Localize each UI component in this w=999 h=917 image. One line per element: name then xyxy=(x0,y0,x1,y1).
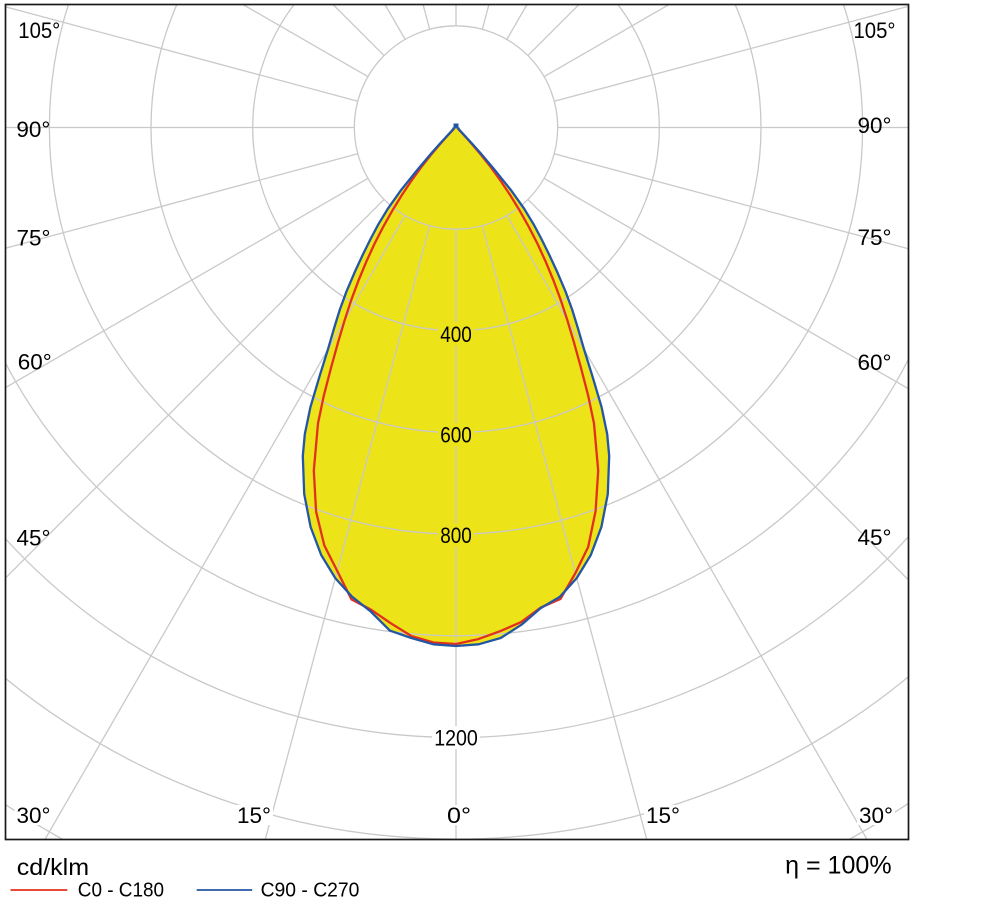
svg-text:60°: 60° xyxy=(858,350,892,375)
svg-text:75°: 75° xyxy=(17,226,51,251)
svg-text:0°: 0° xyxy=(447,803,471,828)
svg-text:30°: 30° xyxy=(859,803,893,828)
svg-text:1200: 1200 xyxy=(434,726,478,751)
svg-text:C0 - C180: C0 - C180 xyxy=(78,880,164,902)
svg-text:η = 100%: η = 100% xyxy=(785,852,892,880)
svg-text:45°: 45° xyxy=(858,525,892,550)
svg-text:30°: 30° xyxy=(17,803,51,828)
svg-text:105°: 105° xyxy=(854,18,896,43)
svg-text:C90 - C270: C90 - C270 xyxy=(261,880,360,902)
svg-text:800: 800 xyxy=(440,523,472,548)
svg-text:400: 400 xyxy=(440,322,472,347)
svg-text:15°: 15° xyxy=(237,803,271,828)
svg-text:600: 600 xyxy=(440,423,472,448)
svg-text:cd/klm: cd/klm xyxy=(17,854,89,880)
svg-text:60°: 60° xyxy=(18,350,52,375)
svg-text:90°: 90° xyxy=(16,117,50,142)
svg-text:75°: 75° xyxy=(858,225,892,250)
svg-text:15°: 15° xyxy=(646,803,680,828)
svg-text:45°: 45° xyxy=(17,525,51,550)
svg-text:90°: 90° xyxy=(858,113,892,138)
svg-text:105°: 105° xyxy=(18,18,60,43)
